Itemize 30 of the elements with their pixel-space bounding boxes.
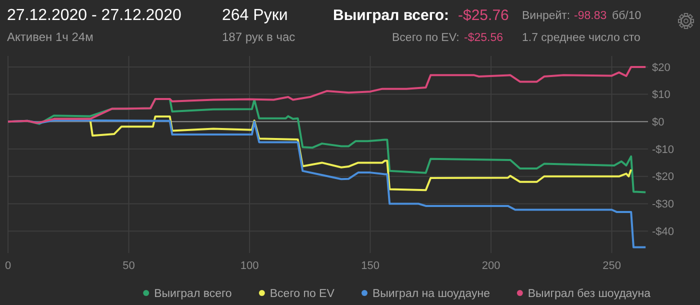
legend-label: Выиграл всего: [154, 288, 232, 300]
text: 187 рук в час: [222, 30, 296, 44]
x-tick-label: 200: [482, 260, 500, 272]
text: -$25.76: [458, 7, 509, 24]
text: Винрейт:: [522, 10, 570, 22]
legend-label: Выиграл на шоудауне: [372, 288, 490, 300]
y-tick-label: $0: [652, 116, 664, 129]
legend-label: Всего по EV: [270, 288, 335, 300]
line-series: [7, 66, 647, 124]
x-tick-label: 100: [240, 260, 259, 272]
text: 1.7 среднее число сто: [522, 32, 640, 44]
text: Выиграл всего:: [333, 7, 450, 24]
text: 264 Руки: [222, 7, 288, 24]
text: -98.83: [574, 10, 607, 22]
y-tick-label: $20: [652, 62, 670, 74]
y-tick-label: -$10: [652, 144, 674, 156]
text: Всего по EV:: [392, 32, 460, 44]
chart-title: 27.12.2020 - 27.12.2020: [7, 7, 182, 24]
x-tick-label: 150: [361, 260, 380, 272]
chart-subtitle: Активен 1ч 24м: [7, 30, 94, 44]
y-tick-label: -$20: [652, 171, 674, 184]
x-tick-label: 50: [122, 260, 135, 272]
y-tick-label: -$40: [652, 226, 674, 238]
legend-label: Выиграл без шоудауна: [528, 288, 652, 300]
text: -$25.56: [464, 32, 504, 44]
x-tick-label: 0: [4, 260, 12, 272]
y-tick-label: -$30: [652, 198, 674, 211]
text: бб/10: [612, 10, 642, 22]
x-tick-label: 250: [602, 260, 621, 272]
y-tick-label: $10: [652, 89, 670, 102]
